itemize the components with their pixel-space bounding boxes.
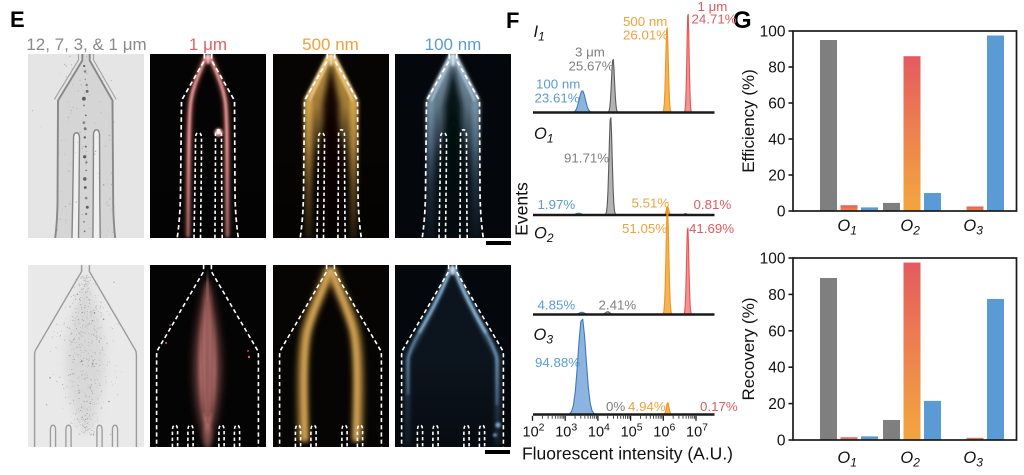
svg-text:60: 60 [768,96,786,113]
svg-text:4.85%: 4.85% [538,298,576,313]
svg-text:Fluorescent intensity (A.U.): Fluorescent intensity (A.U.) [522,444,733,464]
svg-text:0.81%: 0.81% [694,197,732,212]
svg-text:Events: Events [512,182,532,236]
svg-text:105: 105 [621,422,643,441]
svg-text:Recovery (%): Recovery (%) [740,298,758,401]
svg-text:3 μm: 3 μm [575,45,605,60]
svg-text:O1: O1 [837,449,857,470]
svg-text:O1: O1 [837,217,857,238]
svg-text:23.61%: 23.61% [535,91,580,106]
svg-text:500 nm: 500 nm [623,14,667,29]
svg-text:60: 60 [768,323,786,340]
svg-text:107: 107 [686,422,708,441]
svg-text:O2: O2 [534,225,554,246]
svg-text:O1: O1 [534,125,554,146]
svg-text:103: 103 [555,422,577,441]
svg-text:O2: O2 [900,217,920,238]
svg-text:0%: 0% [606,399,625,414]
svg-text:2.41%: 2.41% [599,298,637,313]
svg-text:20: 20 [768,396,786,413]
svg-text:106: 106 [653,422,675,441]
svg-text:80: 80 [768,60,786,77]
svg-text:40: 40 [768,132,786,149]
svg-text:91.71%: 91.71% [564,151,609,166]
svg-text:0: 0 [777,433,786,450]
svg-text:1.97%: 1.97% [538,197,576,212]
svg-text:100 nm: 100 nm [536,77,580,92]
svg-text:0.17%: 0.17% [700,399,738,414]
svg-text:40: 40 [768,360,786,377]
svg-text:4.94%: 4.94% [628,399,666,414]
svg-text:80: 80 [768,287,786,304]
svg-text:26.01%: 26.01% [623,28,668,43]
svg-text:100: 100 [760,251,786,268]
svg-text:5.51%: 5.51% [632,196,670,211]
svg-text:0: 0 [777,204,786,221]
svg-text:O2: O2 [900,449,920,470]
svg-text:O3: O3 [963,217,983,238]
svg-text:O3: O3 [963,449,983,470]
svg-text:O3: O3 [534,326,554,347]
svg-text:41.69%: 41.69% [689,221,734,236]
svg-text:94.88%: 94.88% [535,355,580,370]
svg-text:25.67%: 25.67% [569,59,614,74]
svg-text:Efficiency (%): Efficiency (%) [740,69,758,173]
svg-text:24.71%: 24.71% [692,12,737,27]
svg-text:I1: I1 [534,23,545,44]
svg-text:51.05%: 51.05% [622,221,667,236]
svg-text:102: 102 [523,422,545,441]
svg-text:104: 104 [588,422,610,441]
svg-text:100: 100 [760,24,786,41]
svg-text:1 μm: 1 μm [698,0,728,14]
svg-text:20: 20 [768,168,786,185]
